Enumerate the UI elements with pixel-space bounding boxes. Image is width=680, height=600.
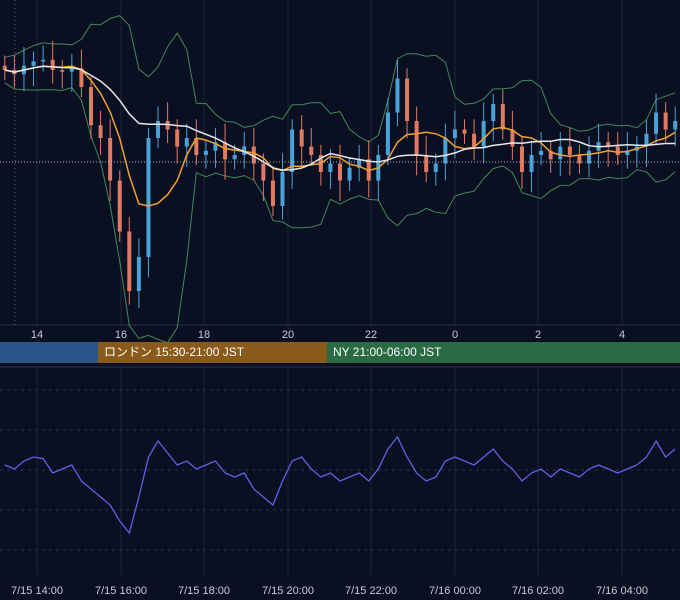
osc-x-tick-7: 7/16 04:00: [596, 585, 648, 597]
osc-x-tick-6: 7/16 02:00: [512, 585, 564, 597]
candle-body-50: [481, 121, 486, 147]
candle-body-68: [654, 112, 659, 134]
candle-body-70: [673, 121, 678, 130]
candle-body-22: [213, 142, 218, 151]
candle-body-24: [232, 155, 237, 160]
candle-body-3: [31, 61, 36, 66]
osc-x-tick-5: 7/16 00:00: [429, 585, 481, 597]
candle-body-69: [663, 112, 668, 130]
session-ny-bar: NY 21:00-06:00 JST: [327, 342, 680, 363]
candle-body-32: [309, 146, 314, 155]
candle-body-10: [98, 125, 103, 138]
candle-body-31: [299, 129, 304, 147]
candle-body-44: [424, 155, 429, 172]
price-x-tick-0: 14: [31, 329, 43, 341]
candle-body-45: [433, 163, 438, 172]
price-x-tick-7: 4: [619, 329, 625, 341]
candle-body-20: [194, 138, 199, 155]
candles: [2, 41, 678, 308]
candle-body-14: [136, 257, 141, 291]
candle-body-64: [615, 146, 620, 155]
candle-body-0: [2, 65, 7, 70]
candle-body-5: [50, 59, 55, 70]
candle-body-34: [328, 163, 333, 172]
candle-body-63: [606, 142, 611, 147]
candle-body-40: [385, 112, 390, 155]
price-x-tick-5: 0: [452, 329, 458, 341]
candle-body-49: [472, 133, 477, 147]
bollinger-upper: [4, 15, 676, 143]
price-x-axis: 14 16 18 20 22 0 2 4: [31, 329, 625, 341]
candle-body-15: [146, 138, 151, 257]
candle-body-55: [529, 155, 534, 172]
price-x-tick-6: 2: [535, 329, 541, 341]
candle-body-26: [251, 146, 256, 164]
price-x-tick-3: 20: [282, 329, 294, 341]
oscillator-panel: [4, 435, 676, 535]
candle-body-61: [587, 150, 592, 164]
candle-body-19: [184, 138, 189, 147]
osc-x-tick-0: 7/15 14:00: [11, 585, 63, 597]
price-x-tick-1: 16: [115, 329, 127, 341]
candle-body-29: [280, 172, 285, 206]
candle-body-43: [414, 121, 419, 155]
candle-body-12: [117, 180, 122, 232]
candle-body-36: [347, 167, 352, 181]
candle-body-51: [491, 104, 496, 121]
candle-body-17: [165, 121, 170, 130]
bollinger-bands: [4, 15, 676, 344]
candle-body-58: [558, 146, 563, 160]
candle-body-6: [60, 70, 65, 72]
osc-x-tick-1: 7/15 16:00: [95, 585, 147, 597]
candle-body-18: [175, 129, 180, 147]
price-x-tick-2: 18: [198, 329, 210, 341]
candle-body-37: [357, 159, 362, 168]
candle-body-56: [539, 150, 544, 155]
candle-body-46: [443, 138, 448, 164]
candle-body-41: [395, 78, 400, 113]
candle-body-57: [548, 150, 553, 160]
candle-body-11: [108, 138, 113, 181]
osc-x-tick-4: 7/15 22:00: [345, 585, 397, 597]
candle-body-30: [290, 129, 295, 172]
candle-body-59: [567, 146, 572, 155]
candle-body-60: [577, 155, 582, 164]
bollinger-lower: [4, 82, 676, 344]
oscillator-line: [4, 435, 676, 535]
grid: [0, 0, 680, 575]
ma-orange-line: [4, 65, 676, 207]
candle-body-67: [644, 133, 649, 147]
candle-body-52: [500, 104, 505, 130]
candle-body-7: [69, 68, 74, 72]
candle-body-65: [625, 150, 630, 155]
candle-body-21: [203, 150, 208, 155]
session-london-bar: ロンドン 15:30-21:00 JST: [98, 342, 327, 363]
candle-body-13: [127, 231, 132, 291]
candle-body-4: [41, 59, 46, 62]
candle-body-27: [261, 163, 266, 181]
candle-body-47: [452, 129, 457, 138]
ma-white-line: [4, 65, 676, 171]
candle-body-35: [338, 163, 342, 181]
candle-body-42: [405, 78, 410, 121]
osc-x-tick-2: 7/15 18:00: [178, 585, 230, 597]
candle-body-28: [270, 180, 275, 206]
moving-averages: [0, 65, 680, 207]
candle-body-8: [79, 68, 84, 87]
session-tokyo-bar: [0, 342, 98, 363]
candle-body-53: [510, 129, 515, 147]
price-x-tick-4: 22: [365, 329, 377, 341]
oscillator-x-axis: 7/15 14:00 7/15 16:00 7/15 18:00 7/15 20:00…: [11, 585, 648, 597]
candle-body-16: [156, 121, 161, 138]
osc-x-tick-3: 7/15 20:00: [262, 585, 314, 597]
candle-body-23: [223, 142, 228, 160]
candle-body-9: [88, 87, 93, 126]
candle-body-54: [519, 146, 524, 172]
candle-body-48: [462, 129, 467, 134]
